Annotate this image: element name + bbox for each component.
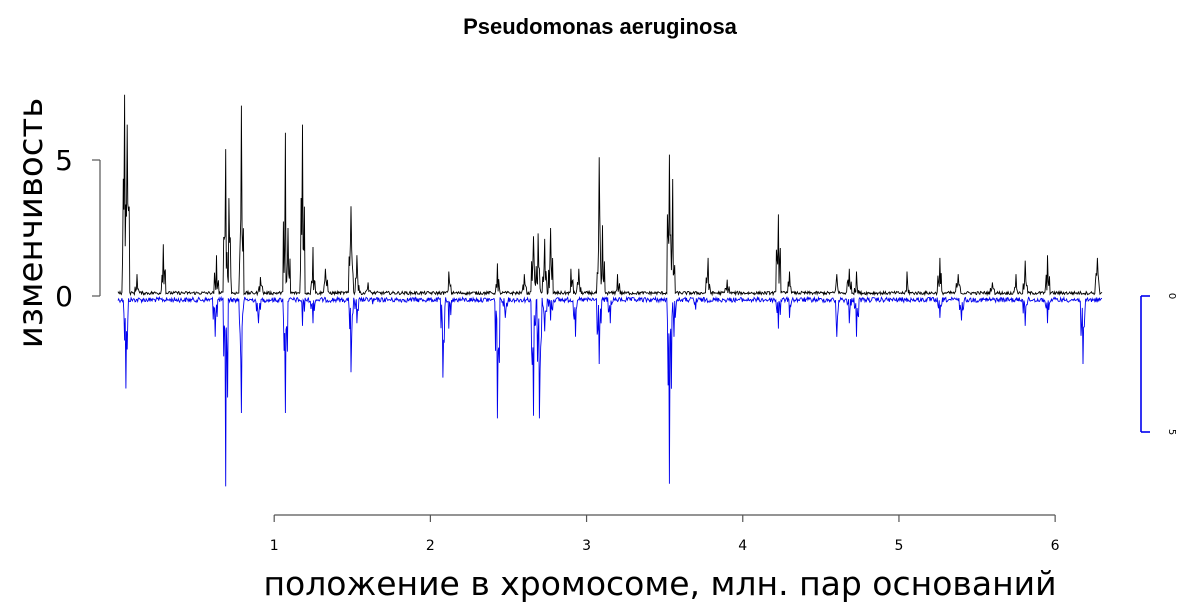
y-tick-label: 5 [55, 144, 73, 177]
plot-area [117, 94, 1103, 487]
x-axis-label: положение в хромосоме, млн. пар основани… [263, 564, 1056, 603]
x-tick-label: 1 [270, 538, 279, 554]
lower-series-line [117, 295, 1103, 487]
y-axis-label: изменчивость [11, 98, 51, 349]
chart-axes: 0 5 1 2 3 4 5 6 0 5 [55, 144, 1177, 554]
x-tick-label: 5 [894, 538, 903, 554]
x-tick-label: 3 [582, 538, 591, 554]
chart-title: Pseudomonas aeruginosa [463, 14, 738, 39]
y-tick-label: 0 [55, 280, 73, 313]
right-tick-label: 0 [1166, 293, 1177, 299]
right-tick-label: 5 [1166, 429, 1177, 435]
x-tick-label: 2 [426, 538, 435, 554]
x-tick-label: 4 [738, 538, 747, 554]
x-tick-label: 6 [1051, 538, 1060, 554]
upper-series-line [117, 94, 1103, 297]
